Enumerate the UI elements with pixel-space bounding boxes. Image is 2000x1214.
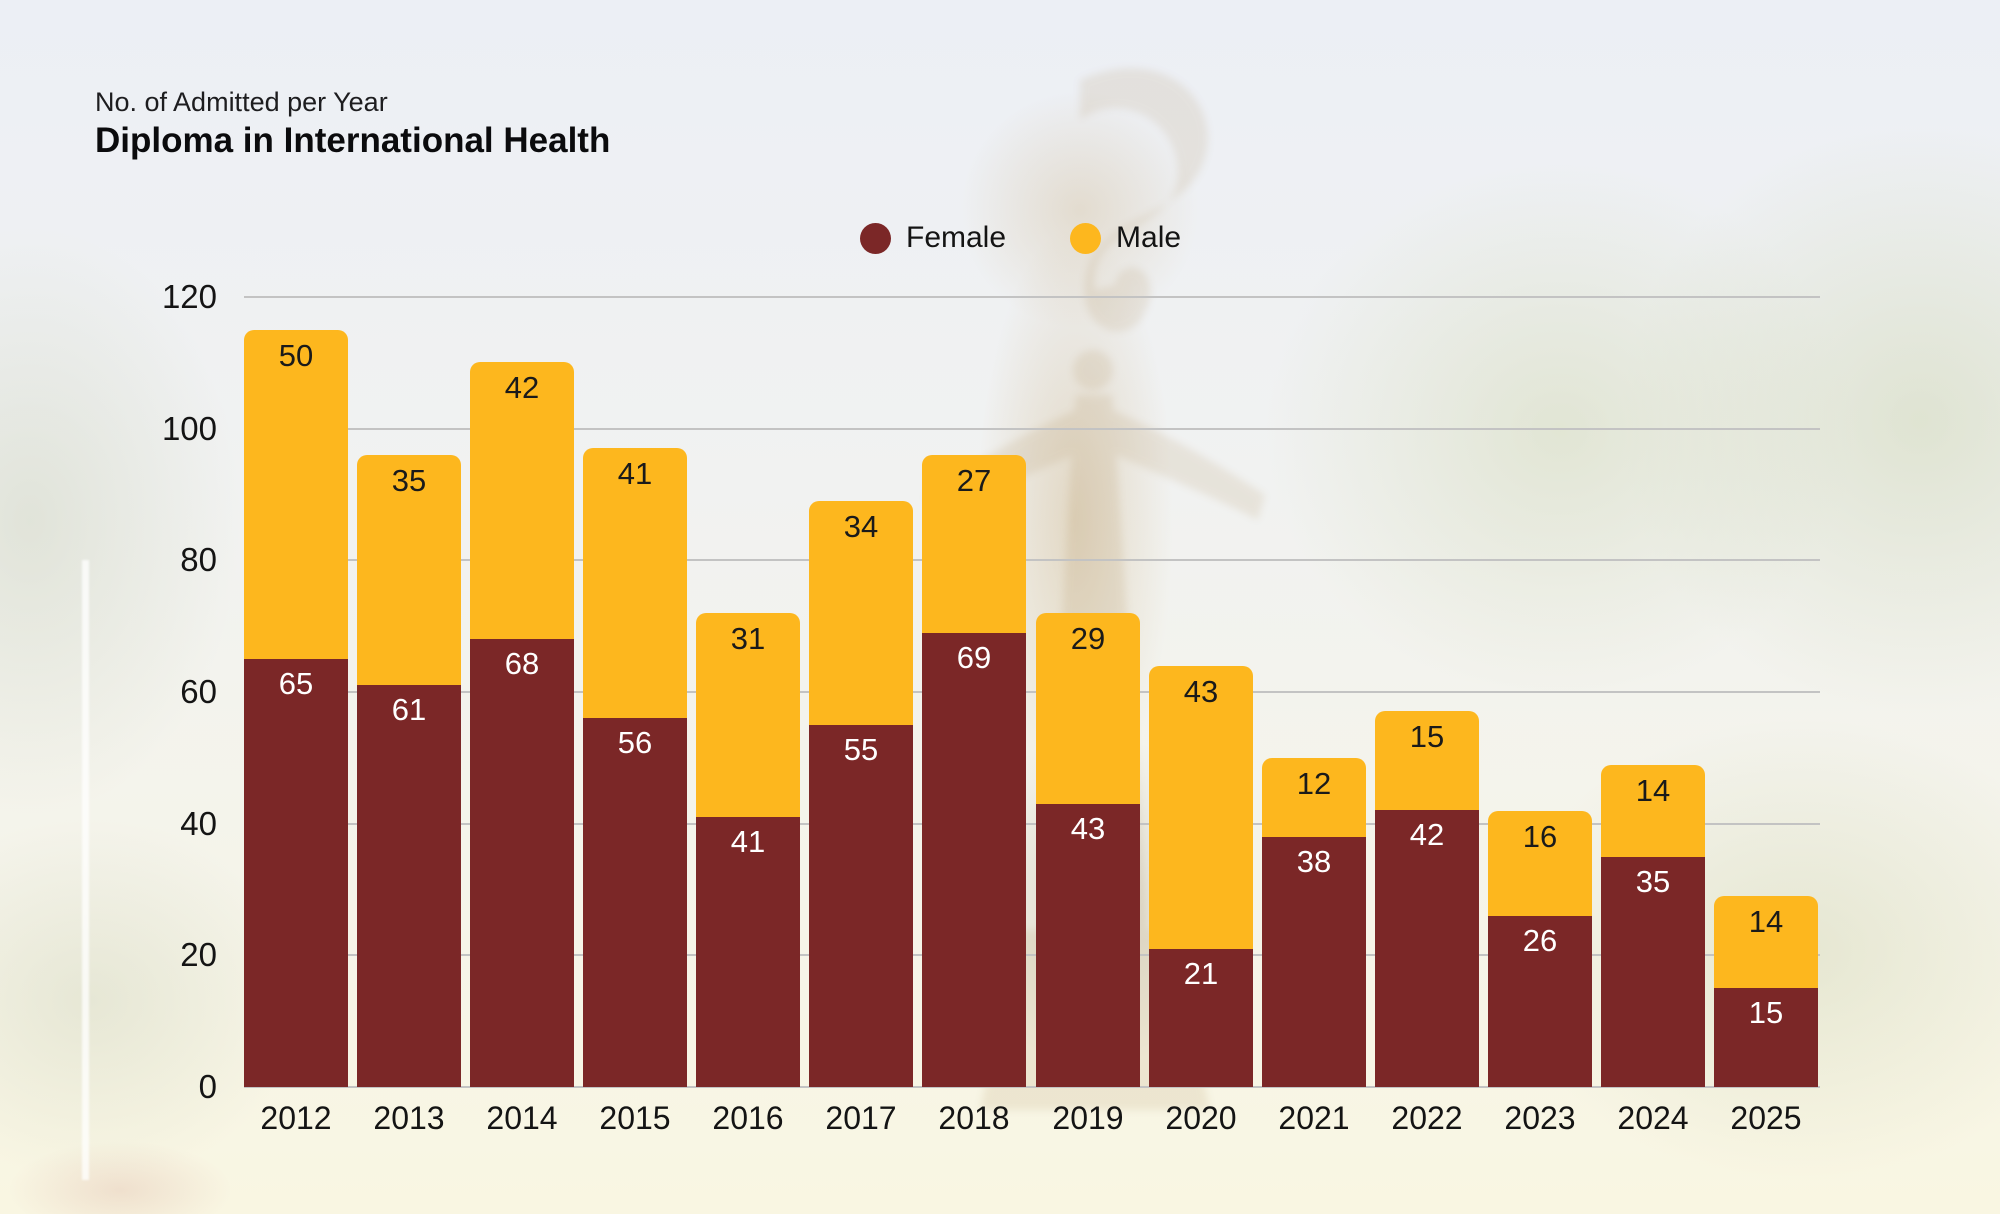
female-segment-2022: 42 bbox=[1375, 810, 1479, 1087]
x-tick-label-2025: 2025 bbox=[1730, 1100, 1802, 1136]
female-segment-2017: 55 bbox=[809, 725, 913, 1087]
female-legend-label: Female bbox=[906, 221, 1007, 254]
female-value-label-2024: 35 bbox=[1635, 864, 1671, 899]
female-swatch-icon bbox=[860, 222, 891, 254]
gridline-100 bbox=[244, 427, 1820, 430]
legend: Female Male bbox=[860, 221, 1181, 255]
male-value-label-2020: 43 bbox=[1183, 674, 1219, 709]
female-segment-2013: 61 bbox=[357, 685, 461, 1087]
chart-subtitle: No. of Admitted per Year bbox=[95, 87, 388, 117]
x-tick-label-2013: 2013 bbox=[373, 1100, 445, 1136]
male-value-label-2013: 35 bbox=[391, 463, 427, 498]
male-segment-2012: 50 bbox=[244, 330, 348, 659]
male-segment-2013: 35 bbox=[357, 455, 461, 685]
y-tick-label-60: 60 bbox=[180, 673, 217, 710]
x-tick-label-2020: 2020 bbox=[1165, 1100, 1237, 1136]
male-value-label-2023: 16 bbox=[1522, 819, 1558, 854]
x-tick-label-2021: 2021 bbox=[1278, 1100, 1350, 1136]
female-value-label-2021: 38 bbox=[1296, 844, 1332, 879]
y-tick-label-0: 0 bbox=[198, 1068, 217, 1105]
female-value-label-2017: 55 bbox=[843, 732, 879, 767]
male-value-label-2018: 27 bbox=[956, 463, 992, 498]
male-value-label-2017: 34 bbox=[843, 509, 879, 544]
x-tick-label-2017: 2017 bbox=[825, 1100, 897, 1136]
female-segment-2012: 65 bbox=[244, 659, 348, 1087]
chart-title: Diploma in International Health bbox=[95, 121, 611, 160]
y-tick-label-40: 40 bbox=[180, 804, 217, 842]
gridline-0 bbox=[244, 1086, 1820, 1088]
female-value-label-2019: 43 bbox=[1070, 811, 1106, 846]
female-value-label-2014: 68 bbox=[504, 646, 540, 681]
x-tick-label-2016: 2016 bbox=[712, 1100, 784, 1136]
female-value-label-2025: 15 bbox=[1748, 995, 1784, 1030]
x-tick-label-2015: 2015 bbox=[599, 1100, 671, 1136]
male-segment-2019: 29 bbox=[1036, 613, 1140, 804]
x-tick-label-2014: 2014 bbox=[486, 1100, 558, 1136]
male-segment-2015: 41 bbox=[583, 448, 687, 718]
female-value-label-2022: 42 bbox=[1409, 817, 1445, 852]
male-value-label-2024: 14 bbox=[1635, 773, 1671, 808]
x-tick-label-2023: 2023 bbox=[1504, 1100, 1576, 1136]
male-segment-2017: 34 bbox=[809, 501, 913, 725]
x-tick-label-2022: 2022 bbox=[1391, 1100, 1463, 1136]
female-segment-2020: 21 bbox=[1149, 949, 1253, 1087]
female-value-label-2023: 26 bbox=[1522, 923, 1558, 958]
male-value-label-2012: 50 bbox=[278, 338, 314, 373]
legend-item-female: Female bbox=[860, 221, 1006, 255]
female-segment-2019: 43 bbox=[1036, 804, 1140, 1087]
y-tick-label-100: 100 bbox=[161, 409, 217, 447]
x-tick-label-2018: 2018 bbox=[938, 1100, 1010, 1136]
female-value-label-2012: 65 bbox=[278, 666, 314, 701]
x-tick-label-2012: 2012 bbox=[260, 1100, 332, 1136]
y-tick-label-80: 80 bbox=[180, 541, 217, 579]
female-segment-2023: 26 bbox=[1488, 916, 1592, 1087]
female-value-label-2013: 61 bbox=[391, 692, 427, 727]
female-segment-2024: 35 bbox=[1601, 857, 1705, 1087]
male-legend-label: Male bbox=[1116, 221, 1182, 254]
female-segment-2021: 38 bbox=[1262, 837, 1366, 1087]
female-value-label-2018: 69 bbox=[956, 640, 992, 675]
x-tick-label-2019: 2019 bbox=[1052, 1100, 1124, 1136]
female-segment-2014: 68 bbox=[470, 639, 574, 1087]
male-segment-2021: 12 bbox=[1262, 758, 1366, 837]
gridline-60 bbox=[244, 691, 1820, 693]
male-value-label-2019: 29 bbox=[1070, 621, 1106, 656]
female-value-label-2016: 41 bbox=[730, 824, 766, 859]
female-value-label-2015: 56 bbox=[617, 725, 653, 760]
female-segment-2018: 69 bbox=[922, 633, 1026, 1087]
male-value-label-2015: 41 bbox=[617, 456, 653, 491]
lamp-post-background bbox=[82, 560, 89, 1180]
gridline-20 bbox=[244, 954, 1820, 957]
legend-item-male: Male bbox=[1070, 221, 1181, 255]
gridline-40 bbox=[244, 822, 1820, 825]
male-value-label-2016: 31 bbox=[730, 621, 766, 656]
male-segment-2018: 27 bbox=[922, 455, 1026, 633]
male-segment-2014: 42 bbox=[470, 362, 574, 639]
male-segment-2016: 31 bbox=[696, 613, 800, 817]
male-value-label-2014: 42 bbox=[504, 370, 540, 405]
male-segment-2023: 16 bbox=[1488, 811, 1592, 916]
male-value-label-2025: 14 bbox=[1748, 904, 1784, 939]
y-tick-label-20: 20 bbox=[180, 936, 217, 974]
male-segment-2025: 14 bbox=[1714, 896, 1818, 988]
male-value-label-2022: 15 bbox=[1409, 719, 1445, 754]
y-tick-label-120: 120 bbox=[161, 278, 217, 315]
female-value-label-2020: 21 bbox=[1183, 956, 1219, 991]
gridline-120 bbox=[244, 296, 1820, 298]
gridline-80 bbox=[244, 559, 1820, 562]
female-segment-2025: 15 bbox=[1714, 988, 1818, 1087]
male-value-label-2021: 12 bbox=[1296, 766, 1332, 801]
male-segment-2020: 43 bbox=[1149, 666, 1253, 949]
x-tick-label-2024: 2024 bbox=[1617, 1100, 1689, 1136]
male-segment-2024: 14 bbox=[1601, 765, 1705, 857]
male-segment-2022: 15 bbox=[1375, 711, 1479, 810]
female-segment-2016: 41 bbox=[696, 817, 800, 1087]
female-segment-2015: 56 bbox=[583, 718, 687, 1087]
male-swatch-icon bbox=[1070, 222, 1102, 254]
